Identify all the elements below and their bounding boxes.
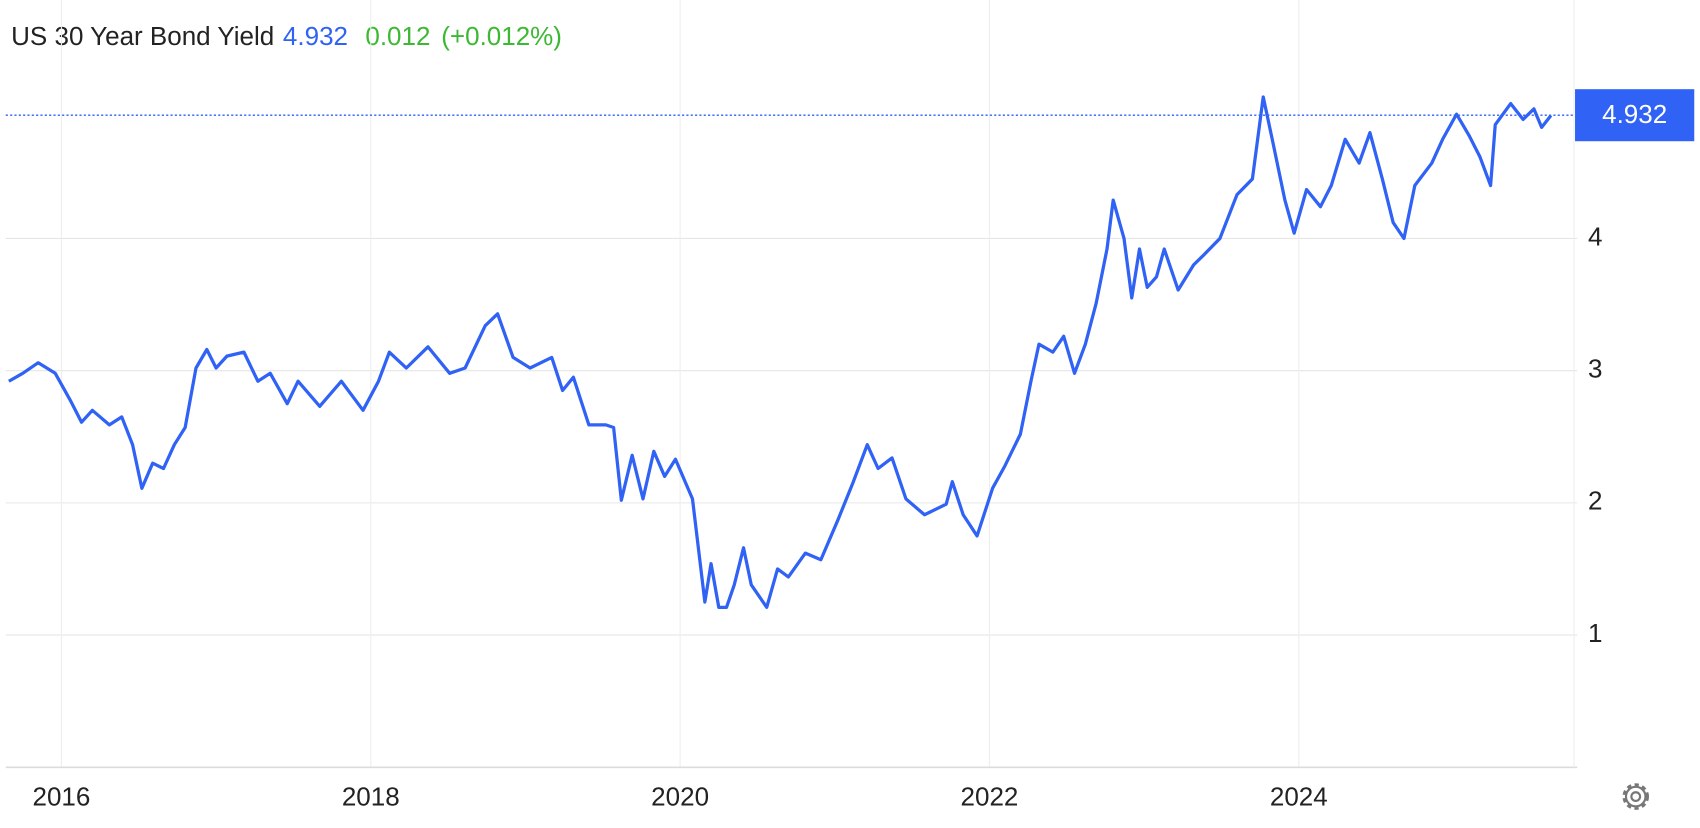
x-tick-label: 2018 <box>342 782 400 812</box>
x-tick-label: 2024 <box>1270 782 1328 812</box>
chart-title: US 30 Year Bond Yield <box>11 21 274 51</box>
x-tick-label: 2016 <box>33 782 91 812</box>
y-tick-label: 2 <box>1588 486 1602 516</box>
x-tick-label: 2022 <box>961 782 1019 812</box>
price-badge <box>1575 89 1695 142</box>
gear-hole <box>1630 791 1642 802</box>
y-tick-label: 4 <box>1588 221 1602 251</box>
header: US 30 Year Bond Yield 4.932 0.012 (+0.012%) <box>11 21 562 51</box>
gear-body <box>1624 785 1647 808</box>
x-tick-label: 2020 <box>651 782 709 812</box>
settings-icon[interactable] <box>1622 783 1650 810</box>
line-series <box>8 95 1553 609</box>
current-value: 4.932 <box>283 21 348 51</box>
y-tick-label: 3 <box>1588 354 1602 384</box>
change: 0.012 <box>365 21 430 51</box>
price-badge-label: 4.932 <box>1602 99 1667 129</box>
y-tick-label: 1 <box>1588 618 1602 648</box>
change-percent: (+0.012%) <box>441 21 562 51</box>
gear-teeth <box>1622 783 1650 810</box>
